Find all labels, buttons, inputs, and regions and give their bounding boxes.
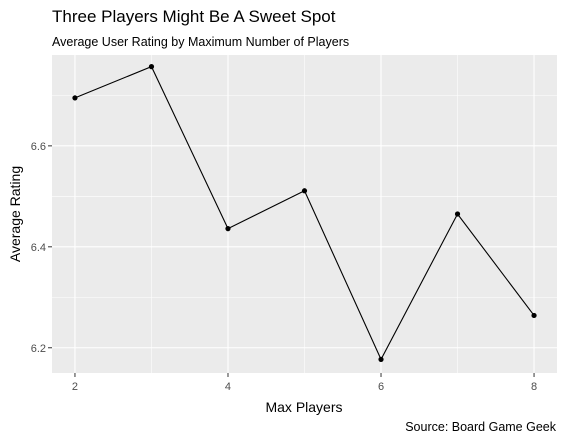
data-point (378, 356, 384, 362)
major-gridlines (52, 55, 557, 373)
data-point (454, 211, 461, 217)
x-axis: 2 4 6 8 (72, 373, 537, 393)
y-tick-label: 6.2 (31, 343, 46, 355)
y-axis-title: Average Rating (7, 166, 23, 262)
data-point (531, 312, 537, 319)
data-points (72, 64, 537, 362)
x-axis-title: Max Players (265, 399, 342, 415)
x-tick-label: 6 (378, 381, 384, 393)
y-tick-label: 6.4 (31, 242, 46, 254)
x-tick-label: 8 (531, 381, 537, 393)
data-point (72, 95, 78, 101)
data-point (148, 64, 155, 70)
chart-subtitle: Average User Rating by Maximum Number of… (52, 35, 349, 49)
x-tick-label: 2 (72, 381, 78, 393)
chart-title: Three Players Might Be A Sweet Spot (52, 7, 336, 26)
data-point (225, 226, 231, 232)
y-axis: 6.2 6.4 6.6 (31, 141, 52, 355)
data-point (301, 188, 308, 194)
y-tick-label: 6.6 (31, 141, 46, 153)
x-tick-label: 4 (225, 381, 231, 393)
chart-caption: Source: Board Game Geek (405, 420, 557, 434)
